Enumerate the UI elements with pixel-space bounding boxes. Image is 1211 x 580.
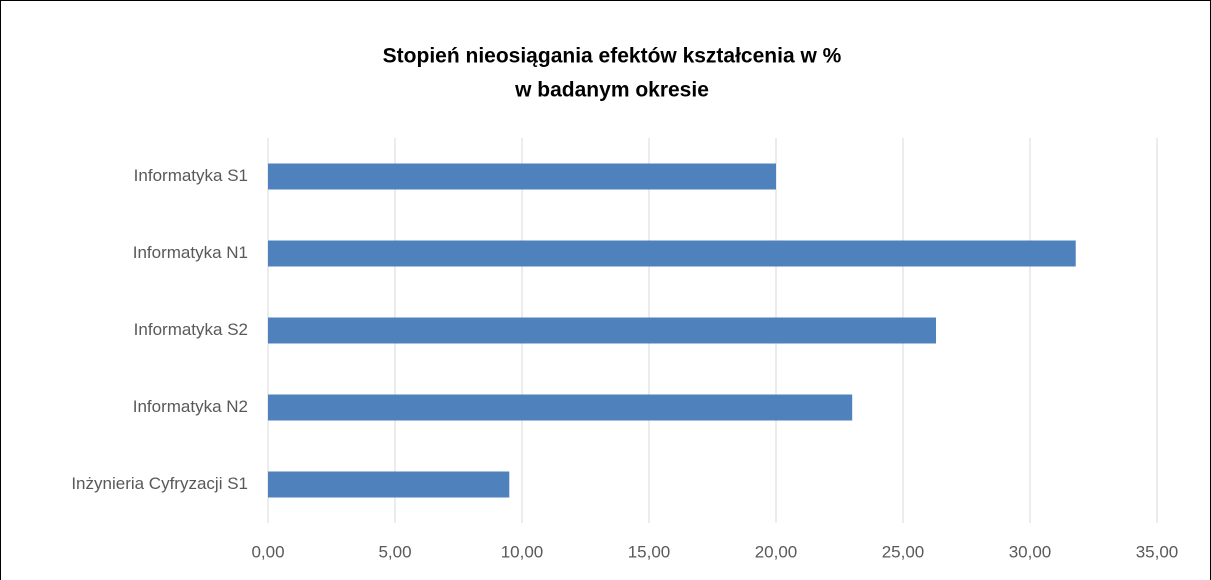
x-tick-label: 5,00: [378, 542, 411, 561]
y-tick-label: Informatyka S1: [134, 166, 248, 185]
bar: [268, 471, 510, 498]
y-tick-label: Inżynieria Cyfryzacji S1: [71, 474, 248, 493]
x-tick-label: 25,00: [882, 542, 925, 561]
bar: [268, 394, 853, 421]
x-tick-label: 30,00: [1009, 542, 1052, 561]
chart-title: w badanym okresie: [514, 79, 709, 102]
bar: [268, 317, 937, 344]
chart-title: Stopień nieosiągania efektów kształcenia…: [383, 45, 842, 68]
x-tick-label: 20,00: [755, 542, 798, 561]
x-tick-label: 10,00: [501, 542, 544, 561]
x-tick-label: 35,00: [1136, 542, 1179, 561]
bar: [268, 240, 1076, 267]
y-tick-label: Informatyka S2: [134, 320, 248, 339]
x-tick-label: 0,00: [251, 542, 284, 561]
y-tick-label: Informatyka N2: [133, 397, 248, 416]
bar: [268, 163, 776, 190]
x-tick-label: 15,00: [628, 542, 671, 561]
y-tick-label: Informatyka N1: [133, 243, 248, 262]
